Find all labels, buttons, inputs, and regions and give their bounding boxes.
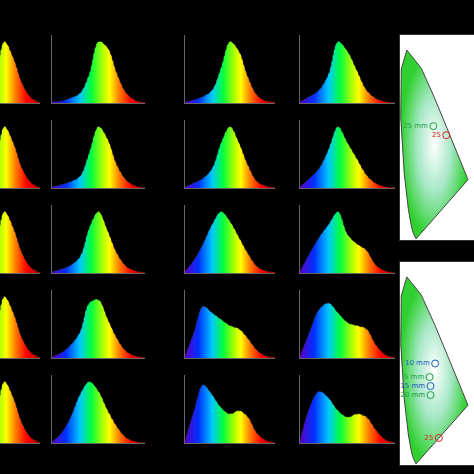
svg-text:5 mm: 5 mm: [404, 373, 424, 381]
svg-text:25: 25: [425, 434, 434, 442]
svg-text:25: 25: [432, 131, 441, 139]
svg-text:20 mm: 20 mm: [400, 391, 425, 399]
svg-text:25 mm: 25 mm: [403, 122, 428, 130]
svg-text:15 mm: 15 mm: [400, 382, 425, 390]
svg-text:10 mm: 10 mm: [405, 359, 430, 367]
